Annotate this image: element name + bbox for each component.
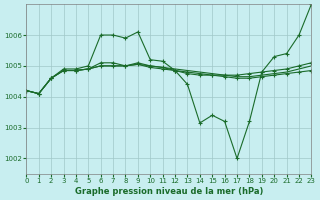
X-axis label: Graphe pression niveau de la mer (hPa): Graphe pression niveau de la mer (hPa)	[75, 187, 263, 196]
